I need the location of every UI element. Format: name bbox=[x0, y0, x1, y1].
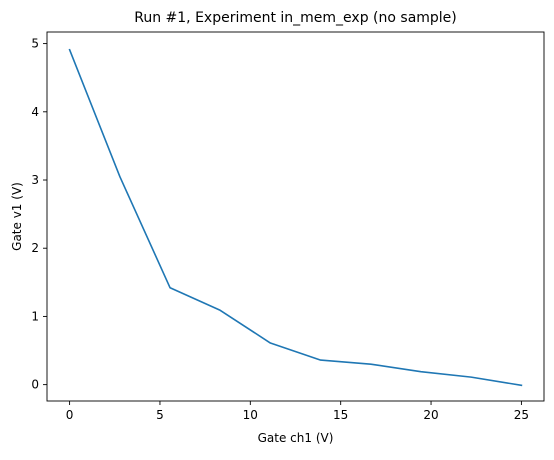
x-tick-label: 0 bbox=[66, 408, 74, 422]
x-tick-label: 15 bbox=[333, 408, 348, 422]
y-tick-label: 4 bbox=[31, 105, 39, 119]
y-tick-label: 3 bbox=[31, 173, 39, 187]
x-tick-label: 25 bbox=[514, 408, 529, 422]
series-line bbox=[68, 48, 523, 387]
y-tick-label: 2 bbox=[31, 241, 39, 255]
chart-title: Run #1, Experiment in_mem_exp (no sample… bbox=[134, 10, 457, 26]
y-tick-label: 1 bbox=[31, 309, 39, 323]
x-tick-label: 20 bbox=[423, 408, 438, 422]
y-axis-label: Gate v1 (V) bbox=[10, 182, 24, 251]
plot-frame bbox=[46, 31, 545, 402]
x-tick-label: 10 bbox=[243, 408, 258, 422]
y-tick-label: 5 bbox=[31, 37, 39, 51]
x-axis-label: Gate ch1 (V) bbox=[258, 431, 334, 445]
y-tick-label: 0 bbox=[31, 378, 39, 392]
x-tick-label: 5 bbox=[156, 408, 164, 422]
